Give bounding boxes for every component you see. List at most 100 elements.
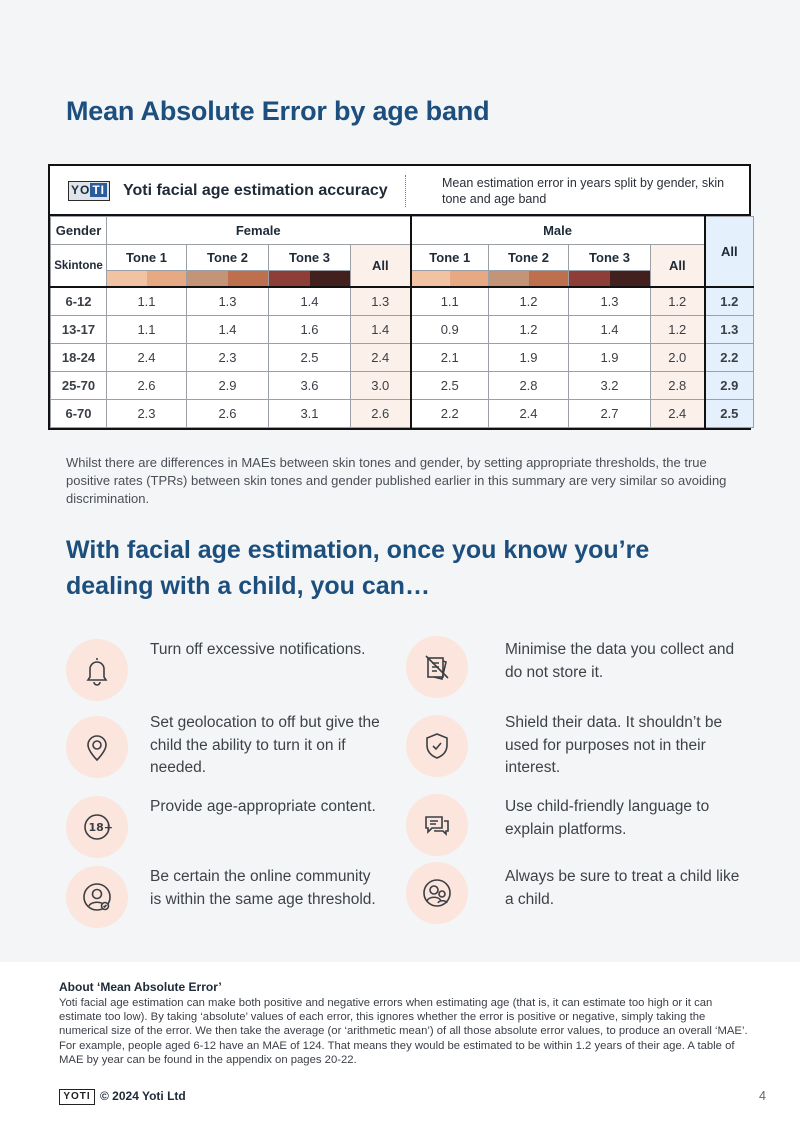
list-item: Turn off excessive notifications. (66, 639, 380, 701)
male-tone-2-swatch (488, 270, 569, 288)
mae-table-card: YO TI Yoti facial age estimation accuracy… (48, 164, 755, 430)
parent-child-icon (406, 862, 468, 924)
list-item: Always be sure to treat a child like a c… (406, 862, 745, 924)
age-band-cell: 6-70 (50, 398, 107, 428)
table-header: YO TI Yoti facial age estimation accuracy… (50, 166, 749, 216)
female-tone-cell: 1.3 (186, 286, 269, 316)
swatch-color (269, 271, 310, 286)
overall-all-cell: 2.5 (703, 398, 755, 428)
list-item-text: Use child-friendly language to explain p… (505, 798, 710, 838)
bell-icon (66, 639, 128, 701)
female-tone-1-swatch (106, 270, 187, 288)
female-tone-cell: 2.4 (106, 342, 187, 372)
male-all-cell: 1.2 (649, 286, 706, 316)
section-title: Mean Absolute Error by age band (66, 96, 490, 126)
age-band-cell: 18-24 (50, 342, 107, 372)
female-tone-3-swatch (268, 270, 351, 288)
male-tone-cell: 2.1 (409, 342, 489, 372)
female-tone-cell: 2.3 (186, 342, 269, 372)
overall-all-cell: 1.3 (703, 314, 755, 344)
table-row: 25-70 2.6 2.9 3.6 3.0 2.5 2.8 3.2 2.8 2.9 (50, 370, 755, 400)
male-header: Male (409, 216, 706, 245)
yoti-logo: YO TI (68, 181, 110, 201)
all-total-header: All (703, 216, 755, 288)
female-all-cell: 1.4 (350, 314, 411, 344)
list-item: Shield their data. It shouldn’t be used … (406, 712, 745, 780)
table-row: 6-70 2.3 2.6 3.1 2.6 2.2 2.4 2.7 2.4 2.5 (50, 398, 755, 428)
female-tone-cell: 2.3 (106, 398, 187, 428)
shield-check-icon (406, 715, 468, 777)
age-18-plus-icon: 18+ (66, 796, 128, 858)
list-item: Be certain the online community is withi… (66, 866, 380, 928)
male-tone-cell: 1.2 (488, 314, 569, 344)
female-tone-cell: 2.9 (186, 370, 269, 400)
age-band-cell: 13-17 (50, 314, 107, 344)
male-tone-cell: 2.8 (488, 370, 569, 400)
overall-all-cell: 2.2 (703, 342, 755, 372)
male-tone-cell: 2.4 (488, 398, 569, 428)
swatch-color (489, 271, 529, 286)
swatch-color (528, 271, 568, 286)
female-tone-cell: 1.4 (268, 286, 351, 316)
swatch-color (107, 271, 147, 286)
overall-all-cell: 1.2 (703, 286, 755, 316)
female-tone-cell: 1.4 (186, 314, 269, 344)
male-tone-cell: 2.5 (409, 370, 489, 400)
skintone-header: Skintone (50, 244, 107, 288)
age-band-cell: 25-70 (50, 370, 107, 400)
swatch-color (411, 271, 450, 286)
gender-header: Gender (50, 216, 107, 245)
swatch-color (227, 271, 268, 286)
male-tone-cell: 2.7 (568, 398, 651, 428)
female-tone-cell: 2.6 (186, 398, 269, 428)
female-tone-cell: 1.1 (106, 286, 187, 316)
female-all-header: All (350, 244, 411, 288)
header-divider (405, 175, 406, 207)
male-tone-cell: 1.3 (568, 286, 651, 316)
male-tone-3-swatch (568, 270, 651, 288)
list-item: 18+ Provide age-appropriate content. (66, 796, 380, 858)
copyright: © 2024 Yoti Ltd (100, 1089, 186, 1103)
overall-all-cell: 2.9 (703, 370, 755, 400)
page-number: 4 (759, 1089, 766, 1103)
table-subtitle: Mean estimation error in years split by … (442, 176, 725, 206)
female-tone-cell: 3.1 (268, 398, 351, 428)
list-item-text: Provide age-appropriate content. (150, 798, 376, 815)
male-tone-1-swatch (409, 270, 489, 288)
female-tone-cell: 3.6 (268, 370, 351, 400)
table-row: 13-17 1.1 1.4 1.6 1.4 0.9 1.2 1.4 1.2 1.3 (50, 314, 755, 344)
mae-table: Gender Female Male All Skintone Tone 1 T… (50, 216, 755, 428)
about-mae-box: About ‘Mean Absolute Error’ Yoti facial … (0, 962, 800, 1130)
swatch-color (187, 271, 228, 286)
swatch-color (569, 271, 610, 286)
male-all-header: All (649, 244, 706, 288)
swatch-color (146, 271, 186, 286)
female-tone-cell: 2.6 (106, 370, 187, 400)
male-tone-cell: 1.1 (409, 286, 489, 316)
female-tone-cell: 1.1 (106, 314, 187, 344)
list-item-text: Turn off excessive notifications. (150, 641, 366, 658)
female-all-cell: 1.3 (350, 286, 411, 316)
footer-yoti-logo: YOTI (59, 1089, 95, 1105)
female-header: Female (106, 216, 411, 245)
female-tone-2-swatch (186, 270, 269, 288)
age-band-cell: 6-12 (50, 286, 107, 316)
male-tone-cell: 1.9 (568, 342, 651, 372)
male-tone-cell: 1.4 (568, 314, 651, 344)
community-check-icon (66, 866, 128, 928)
swatch-color (449, 271, 488, 286)
chat-bubbles-icon (406, 794, 468, 856)
female-tone-cell: 1.6 (268, 314, 351, 344)
list-item-text: Set geolocation to off but give the chil… (150, 714, 380, 776)
no-data-icon (406, 636, 468, 698)
swatch-color (309, 271, 350, 286)
male-tone-cell: 1.9 (488, 342, 569, 372)
male-tone-cell: 1.2 (488, 286, 569, 316)
male-tone-3-header: Tone 3 (568, 244, 651, 271)
about-title: About ‘Mean Absolute Error’ (59, 980, 222, 994)
table-row: 18-24 2.4 2.3 2.5 2.4 2.1 1.9 1.9 2.0 2.2 (50, 342, 755, 372)
male-tone-2-header: Tone 2 (488, 244, 569, 271)
mae-table-body: 6-12 1.1 1.3 1.4 1.3 1.1 1.2 1.3 1.2 1.2 13-17 1.1 1… (50, 286, 755, 428)
female-all-cell: 2.6 (350, 398, 411, 428)
